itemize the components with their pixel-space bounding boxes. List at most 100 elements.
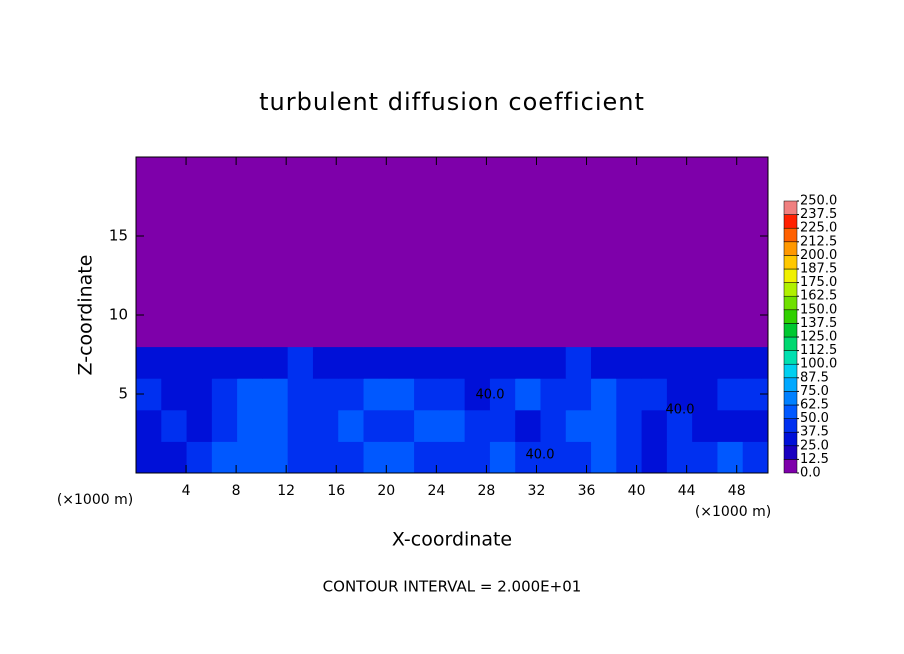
cell [161, 220, 188, 253]
cell [136, 409, 162, 442]
colorbar-box [783, 309, 798, 324]
cell [439, 251, 466, 284]
cell [540, 251, 567, 284]
cell [666, 315, 693, 348]
cell [211, 283, 238, 316]
cell [616, 157, 643, 190]
cell [388, 283, 415, 316]
cell [338, 188, 365, 221]
cell [363, 409, 390, 442]
colorbar-label: 37.5 [800, 425, 829, 440]
cell [262, 315, 289, 348]
cell [692, 409, 718, 442]
cell [287, 220, 314, 253]
cell [388, 251, 415, 284]
cell [237, 283, 263, 316]
colorbar-box [783, 459, 798, 474]
x-tick-label: 44 [678, 483, 696, 499]
cell [287, 283, 314, 316]
cell [287, 378, 314, 411]
cell [287, 441, 314, 474]
colorbar-box [783, 404, 798, 419]
cell [540, 441, 567, 474]
cell [237, 157, 263, 190]
cell [464, 188, 491, 221]
cell [565, 251, 592, 284]
cell [161, 378, 188, 411]
cell [363, 220, 390, 253]
cell [388, 378, 415, 411]
cell [742, 346, 769, 379]
colorbar-label: 112.5 [800, 343, 837, 358]
cell [666, 220, 693, 253]
colorbar-box [783, 336, 798, 351]
cell [489, 251, 516, 284]
cell [464, 220, 491, 253]
cell [742, 251, 769, 284]
colorbar-label: 87.5 [800, 370, 829, 385]
cell [616, 441, 643, 474]
cell [262, 220, 289, 253]
cell [692, 315, 718, 348]
cell [211, 378, 238, 411]
colorbar-label: 12.5 [800, 452, 829, 467]
cell [742, 188, 769, 221]
cell [287, 315, 314, 348]
cell [237, 409, 263, 442]
cell [515, 378, 541, 411]
colorbar-box [783, 363, 798, 379]
cell [692, 188, 718, 221]
colorbar-label: 100.0 [800, 357, 837, 372]
cell [237, 441, 263, 474]
cell [414, 188, 440, 221]
x-tick-label: 32 [528, 483, 546, 499]
cell [338, 283, 365, 316]
chart-title: turbulent diffusion coefficient [259, 88, 645, 116]
cell [237, 188, 263, 221]
cell [717, 409, 744, 442]
cell [414, 157, 440, 190]
cell [287, 409, 314, 442]
colorbar-box [783, 255, 798, 270]
cell [211, 409, 238, 442]
colorbar-label: 125.0 [800, 330, 837, 345]
cell [161, 157, 188, 190]
cell [439, 283, 466, 316]
cell [338, 409, 365, 442]
cell [338, 346, 365, 379]
cell [666, 251, 693, 284]
cell [414, 220, 440, 253]
cell [262, 409, 289, 442]
cell [262, 188, 289, 221]
cell [211, 251, 238, 284]
cell [641, 251, 668, 284]
cell [312, 220, 339, 253]
cell [515, 346, 541, 379]
x-tick-label: 48 [728, 483, 746, 499]
colorbar-box [783, 391, 798, 406]
x-tick-label: 20 [377, 483, 395, 499]
cell [591, 188, 617, 221]
cell [237, 251, 263, 284]
cell [262, 157, 289, 190]
cell [186, 188, 213, 221]
colorbar-label: 0.0 [800, 466, 821, 481]
colorbar-label: 25.0 [800, 438, 829, 453]
cell [641, 283, 668, 316]
colorbar-box [783, 295, 798, 311]
cell [161, 251, 188, 284]
cell [186, 283, 213, 316]
cell [312, 315, 339, 348]
cell [515, 283, 541, 316]
cell [489, 315, 516, 348]
x-unit-label: (×1000 m) [57, 492, 133, 508]
cell [338, 315, 365, 348]
cell [363, 188, 390, 221]
cell [388, 220, 415, 253]
cell [666, 441, 693, 474]
colorbar-label: 237.5 [800, 207, 837, 222]
cell [439, 409, 466, 442]
colorbar-box [783, 282, 798, 297]
cell [540, 220, 567, 253]
